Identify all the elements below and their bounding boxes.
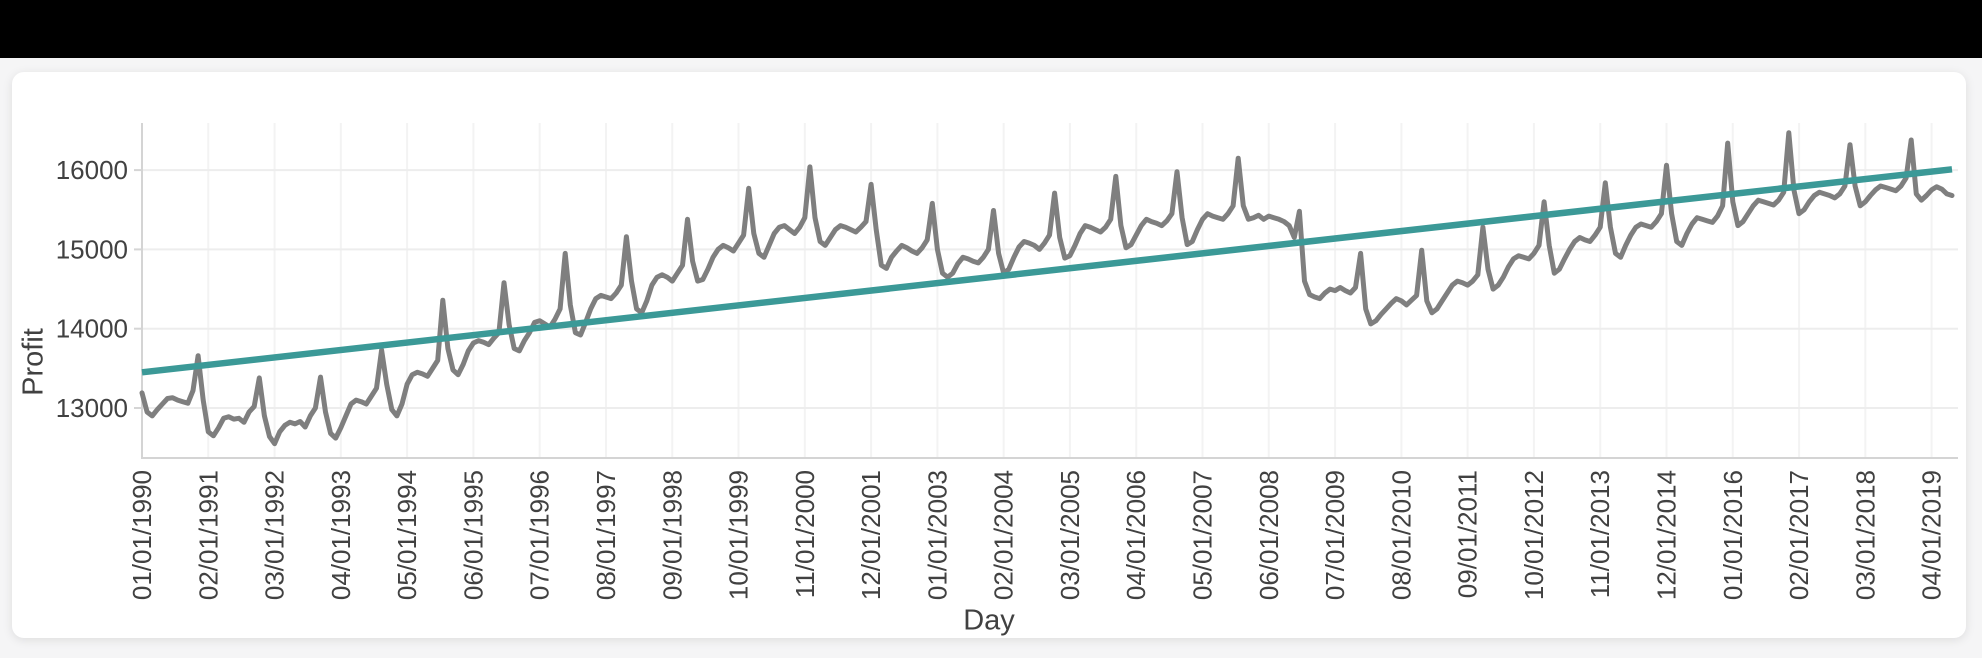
y-tick-label: 16000 bbox=[56, 155, 128, 185]
x-tick-label: 04/01/2019 bbox=[1917, 470, 1947, 600]
x-tick-label: 08/01/2010 bbox=[1386, 470, 1416, 600]
x-tick-label: 02/01/2004 bbox=[989, 470, 1019, 600]
x-tick-label: 06/01/2008 bbox=[1254, 470, 1284, 600]
x-tick-label: 09/01/1998 bbox=[657, 470, 687, 600]
x-tick-label: 08/01/1997 bbox=[591, 470, 621, 600]
x-axis-title: Day bbox=[963, 604, 1015, 637]
x-tick-label: 10/01/1999 bbox=[724, 470, 754, 600]
top-black-bar bbox=[0, 0, 1982, 58]
x-tick-label: 10/01/2012 bbox=[1519, 470, 1549, 600]
y-tick-label: 13000 bbox=[56, 393, 128, 423]
x-tick-label: 01/01/2016 bbox=[1718, 470, 1748, 600]
y-axis-title: Profit bbox=[17, 328, 50, 396]
x-tick-label: 02/01/1991 bbox=[193, 470, 223, 600]
x-tick-label: 03/01/2005 bbox=[1055, 470, 1085, 600]
x-tick-label: 04/01/2006 bbox=[1121, 470, 1151, 600]
x-tick-label: 11/01/2013 bbox=[1585, 470, 1615, 598]
axis-lines bbox=[141, 123, 1958, 459]
x-tick-label: 12/01/2014 bbox=[1651, 470, 1681, 600]
x-tick-label: 01/01/1990 bbox=[127, 470, 157, 600]
profit-series-line[interactable] bbox=[139, 130, 1955, 447]
x-tick-label: 03/01/2018 bbox=[1850, 470, 1880, 600]
x-tick-label: 05/01/1994 bbox=[392, 470, 422, 600]
x-tick-label: 09/01/2011 bbox=[1453, 470, 1483, 598]
x-tick-label: 01/01/2003 bbox=[922, 470, 952, 600]
x-tick-label: 04/01/1993 bbox=[326, 470, 356, 600]
x-tick-label: 07/01/1996 bbox=[525, 470, 555, 600]
y-tick-label: 14000 bbox=[56, 314, 128, 344]
x-tick-label: 11/01/2000 bbox=[790, 470, 820, 598]
x-tick-label: 05/01/2007 bbox=[1188, 470, 1218, 600]
x-tick-label: 12/01/2001 bbox=[856, 470, 886, 600]
x-tick-label: 02/01/2017 bbox=[1784, 470, 1814, 600]
y-tick-label: 15000 bbox=[56, 234, 128, 264]
chart-card bbox=[12, 72, 1966, 638]
trend-line[interactable] bbox=[141, 166, 1953, 376]
x-tick-label: 07/01/2009 bbox=[1320, 470, 1350, 600]
x-tick-label: 03/01/1992 bbox=[260, 470, 290, 600]
x-tick-label: 06/01/1995 bbox=[458, 470, 488, 600]
